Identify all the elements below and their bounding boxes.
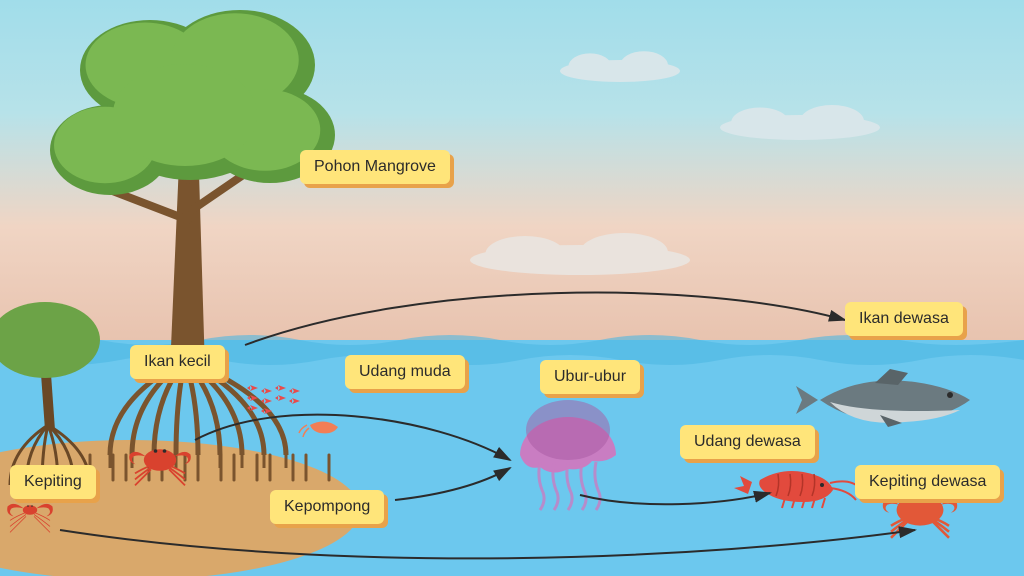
label-ikan_kecil: Ikan kecil (130, 345, 225, 379)
label-kepiting_dewasa: Kepiting dewasa (855, 465, 1000, 499)
label-mangrove: Pohon Mangrove (300, 150, 450, 184)
label-udang_dewasa: Udang dewasa (680, 425, 815, 459)
mangrove-ecosystem-diagram: Pohon MangrovePohon MangroveIkan kecilIk… (0, 0, 1024, 576)
label-udang_muda: Udang muda (345, 355, 465, 389)
label-kepiting: Kepiting (10, 465, 96, 499)
label-ikan_dewasa: Ikan dewasa (845, 302, 963, 336)
label-kepompong: Kepompong (270, 490, 384, 524)
label-ubur_ubur: Ubur-ubur (540, 360, 640, 394)
